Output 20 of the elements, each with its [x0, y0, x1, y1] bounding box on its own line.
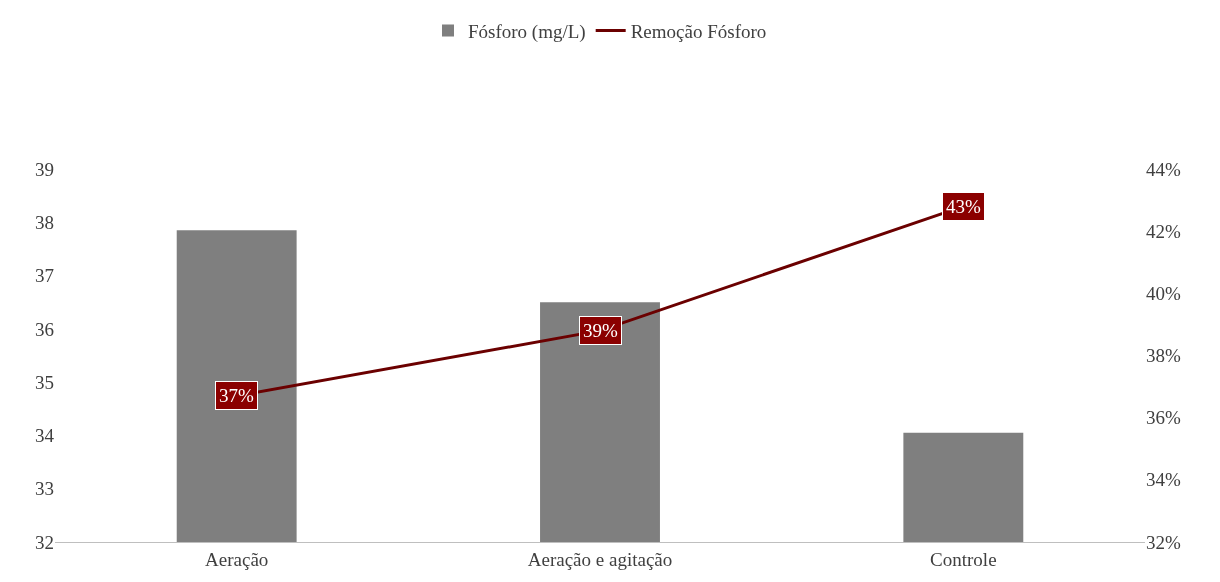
x-tick-label: Controle	[930, 548, 997, 570]
y2-tick-label: 38%	[1146, 345, 1181, 367]
y2-tick-label: 34%	[1146, 469, 1181, 491]
y2-tick-label: 36%	[1146, 407, 1181, 429]
legend-label: Remoção Fósforo	[630, 20, 767, 42]
y-tick-label: 38	[35, 211, 54, 233]
y-tick-label: 34	[35, 425, 55, 447]
legend-label: Fósforo (mg/L)	[468, 20, 586, 43]
y-tick-label: 39	[35, 158, 54, 180]
y-tick-label: 36	[35, 318, 54, 340]
x-tick-label: Aeração	[205, 548, 269, 570]
y-tick-label: 32	[35, 531, 54, 553]
y-tick-label: 35	[35, 371, 54, 393]
y2-tick-label: 42%	[1146, 220, 1181, 242]
x-tick-label: Aeração e agitação	[527, 548, 673, 570]
y-tick-label: 33	[35, 478, 54, 500]
y2-tick-label: 32%	[1146, 531, 1181, 553]
y2-tick-label: 44%	[1146, 158, 1181, 180]
y2-tick-label: 40%	[1146, 282, 1181, 304]
y-tick-label: 37	[35, 265, 54, 287]
